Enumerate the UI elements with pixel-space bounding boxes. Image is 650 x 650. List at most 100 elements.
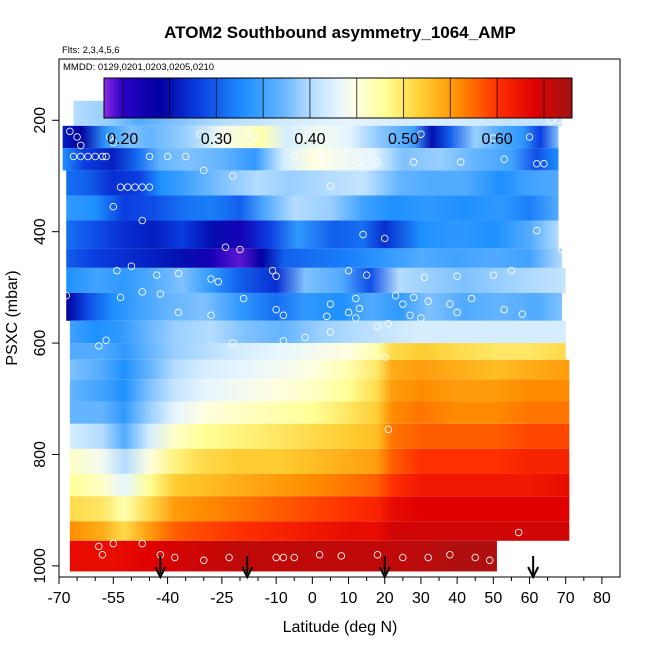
- sample-point: [453, 308, 461, 317]
- sample-point: [138, 539, 146, 548]
- sample-point: [380, 353, 389, 361]
- sample-point: [518, 310, 527, 318]
- x-tick-label: 70: [557, 590, 575, 607]
- sample-point: [500, 155, 508, 164]
- x-tick-label: -40: [156, 590, 179, 607]
- heatmap-band: [66, 170, 559, 196]
- x-tick-label: 0: [308, 590, 317, 607]
- y-tick-label: 200: [32, 107, 49, 134]
- sample-point: [424, 297, 432, 306]
- sample-point: [315, 152, 324, 161]
- sample-point: [214, 278, 223, 286]
- sample-point: [69, 152, 78, 161]
- heatmap-band: [69, 473, 570, 497]
- sample-point: [243, 128, 251, 137]
- x-tick-label: -25: [210, 590, 233, 607]
- sample-point: [131, 183, 139, 191]
- sample-point: [98, 152, 107, 161]
- sample-point: [399, 553, 407, 562]
- heatmap-band: [69, 379, 570, 402]
- sample-point: [359, 230, 367, 239]
- sample-point: [344, 266, 353, 275]
- sample-point: [228, 172, 237, 180]
- sample-point: [102, 336, 110, 345]
- sample-point: [84, 152, 92, 161]
- sample-point: [391, 291, 400, 300]
- colorbar-tick-label: 0.40: [294, 131, 325, 148]
- sample-point: [326, 182, 335, 190]
- sample-point: [91, 152, 99, 161]
- sample-point: [373, 158, 382, 166]
- heatmap-band: [69, 359, 570, 380]
- sample-point: [558, 245, 566, 254]
- sample-point: [384, 425, 393, 434]
- sample-point: [236, 245, 244, 254]
- sample-point: [109, 539, 118, 548]
- sample-point: [569, 517, 577, 526]
- sample-point: [207, 311, 215, 319]
- sample-point: [453, 272, 461, 280]
- sample-point: [66, 127, 74, 136]
- sample-point: [446, 300, 454, 308]
- sample-point: [113, 266, 121, 275]
- plot-frame: [58, 58, 621, 578]
- sample-point: [138, 183, 146, 191]
- sample-point: [272, 272, 280, 280]
- sample-point: [76, 152, 85, 161]
- sample-point: [355, 304, 364, 313]
- heatmap-band: [69, 540, 497, 572]
- heatmap-band: [66, 292, 563, 321]
- x-tick-label: 10: [340, 590, 358, 607]
- colorbar-tick-label: 0.50: [388, 131, 419, 148]
- sample-point: [174, 308, 183, 317]
- heatmap-band: [62, 148, 559, 171]
- sample-point: [417, 130, 425, 138]
- sample-point: [116, 183, 125, 191]
- sample-point: [102, 152, 110, 161]
- sample-point: [344, 308, 353, 317]
- sample-point: [533, 159, 541, 168]
- sample-point: [373, 322, 382, 331]
- x-axis-label: Latitude (deg N): [283, 619, 398, 636]
- sample-point: [200, 556, 208, 565]
- flights-label: Flts: 2,3,4,5,6: [62, 45, 120, 56]
- x-tick-label: -70: [47, 590, 70, 607]
- sample-point: [272, 553, 280, 562]
- sample-point: [380, 234, 389, 243]
- y-axis-label: PSXC (mbar): [4, 270, 21, 365]
- sample-point: [196, 130, 204, 138]
- sample-point: [315, 550, 324, 559]
- sample-point: [138, 216, 146, 225]
- sample-point: [525, 133, 534, 141]
- sample-point: [76, 141, 85, 150]
- x-tick-label: 40: [448, 590, 466, 607]
- sample-point: [268, 266, 277, 275]
- sample-point: [406, 311, 414, 319]
- sample-point: [352, 314, 360, 322]
- sample-point: [145, 183, 154, 191]
- x-tick-label: 50: [484, 590, 502, 607]
- sample-point: [163, 152, 172, 161]
- sample-point: [456, 158, 465, 166]
- heatmap-band: [66, 195, 559, 221]
- heatmap: [62, 100, 570, 572]
- x-axis: -70 -55 -40 -25 -10 0 10 20 30 40 50 60 70 80: [47, 577, 611, 607]
- sample-point: [373, 550, 382, 559]
- sample-point: [200, 166, 208, 175]
- sample-point: [145, 152, 154, 161]
- sample-point: [323, 312, 331, 321]
- sample-point: [326, 328, 335, 336]
- y-tick-label: 1000: [32, 548, 49, 584]
- heatmap-band: [69, 448, 570, 474]
- sample-point: [489, 271, 498, 279]
- sample-point: [304, 130, 313, 138]
- colorbar-tick-labels: 0.20 0.30 0.40 0.50 0.60: [107, 131, 513, 148]
- y-tick-label: 600: [32, 330, 49, 357]
- sample-point: [105, 133, 114, 141]
- sample-point: [424, 553, 432, 562]
- y-axis: 200 400 600 800 1000: [32, 107, 59, 584]
- sample-point: [417, 314, 425, 322]
- sample-point: [446, 550, 454, 559]
- sample-point: [228, 339, 237, 347]
- dates-label: MMDD: 0129,0201,0203,0205,0210: [63, 62, 214, 73]
